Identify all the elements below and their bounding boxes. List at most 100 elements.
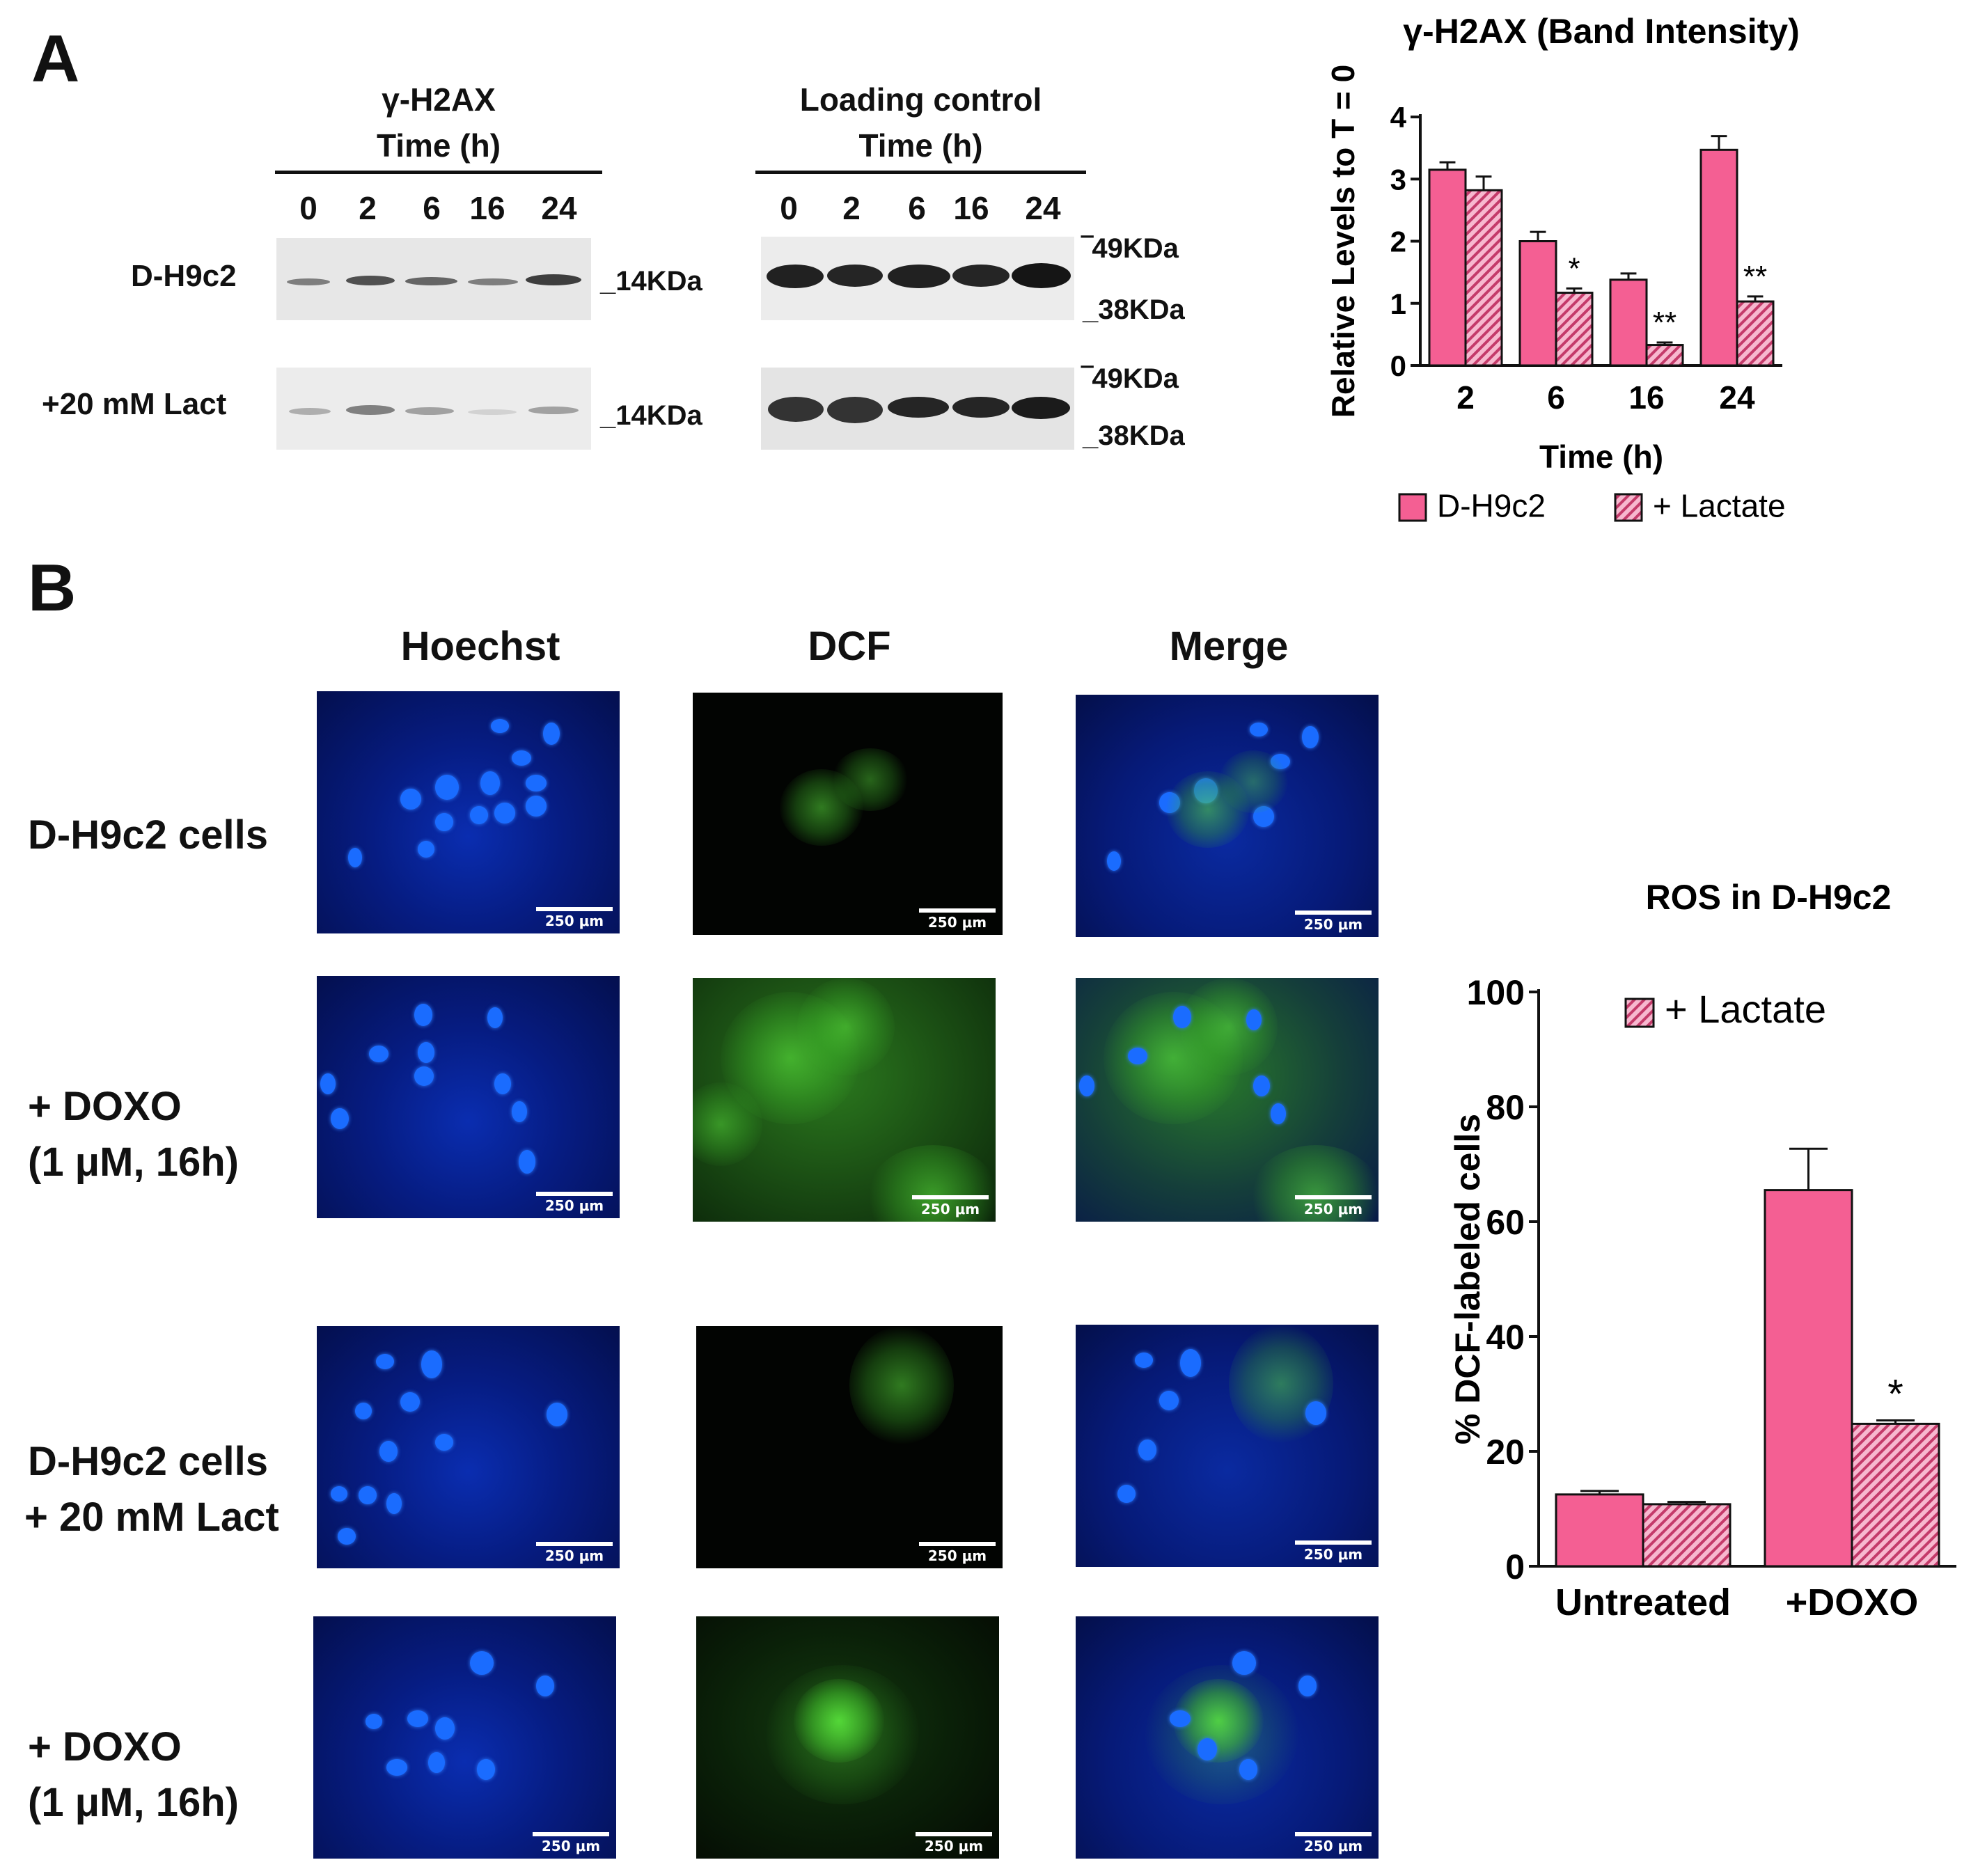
condition-label-4-line1: + DOXO xyxy=(28,1724,182,1769)
x-tick-label: 24 xyxy=(1719,379,1755,416)
column-header-merge: Merge xyxy=(1169,624,1289,669)
bar-lactate xyxy=(1555,292,1594,367)
legend-swatch xyxy=(1398,493,1427,522)
condition-label-2-line1: + DOXO xyxy=(28,1084,182,1129)
kda-marker-38-top: _38KDa xyxy=(1083,294,1185,325)
lane-label: 0 xyxy=(780,190,798,226)
column-header-dcf: DCF xyxy=(808,624,891,669)
lane-label: 2 xyxy=(842,190,861,226)
scale-bar-label: 250 μm xyxy=(1303,1546,1363,1563)
y-tick-label: 0 xyxy=(1390,349,1406,382)
scale-bar: 250 μm xyxy=(536,907,613,929)
condition-label-3-line1: D-H9c2 cells xyxy=(28,1439,268,1484)
condition-label-3-line2: + 20 mM Lact xyxy=(24,1495,279,1540)
condition-label-4-line2: (1 μM, 16h) xyxy=(28,1780,239,1825)
bar-control xyxy=(1555,1493,1644,1568)
scale-bar: 250 μm xyxy=(1295,1540,1372,1563)
lane-label: 6 xyxy=(908,190,926,226)
kda-marker-49-bottom: ‾49KDa xyxy=(1083,363,1179,394)
image-hoechst-row2: 250 μm xyxy=(317,976,620,1218)
legend-label: + Lactate xyxy=(1665,987,1826,1031)
lane-label: 24 xyxy=(1025,190,1061,226)
gh2ax-blot-title-line2: Time (h) xyxy=(376,127,501,164)
scale-bar: 250 μm xyxy=(912,1195,989,1217)
kda-marker-14-bottom: _14KDa xyxy=(600,400,702,431)
y-tick-label: 0 xyxy=(1505,1547,1525,1586)
condition-label-2: + DOXO (1 μM, 16h) xyxy=(28,1079,239,1190)
gh2ax-blot-title-line1: γ-H2AX xyxy=(382,81,496,118)
condition-label-1: D-H9c2 cells xyxy=(28,807,268,863)
gh2ax-band-intensity-chart: γ-H2AX (Band Intensity) 0 1 2 3 4 Relative Lev… xyxy=(1325,12,1800,523)
y-axis-label: Relative Levels to T = 0 xyxy=(1325,65,1361,418)
bar-control xyxy=(1518,240,1557,367)
bar-lactate xyxy=(1851,1422,1940,1568)
scale-bar: 250 μm xyxy=(919,908,996,931)
lane-label: 6 xyxy=(423,190,441,226)
scale-bar-label: 250 μm xyxy=(920,1201,980,1217)
chart-title: ROS in D-H9c2 xyxy=(1646,878,1892,917)
y-tick-label: 60 xyxy=(1486,1203,1525,1242)
bar-control xyxy=(1428,168,1467,367)
image-hoechst-row3: 250 μm xyxy=(317,1326,620,1568)
legend-label: D-H9c2 xyxy=(1437,487,1546,523)
image-merge-row4: 250 μm xyxy=(1076,1616,1379,1859)
panel-b-letter: B xyxy=(28,551,77,625)
condition-label-3: D-H9c2 cells + 20 mM Lact xyxy=(24,1434,279,1545)
image-merge-row2: 250 μm xyxy=(1076,978,1379,1222)
y-tick-label: 1 xyxy=(1390,287,1406,320)
scale-bar-label: 250 μm xyxy=(544,913,604,929)
image-dcf-row4: 250 μm xyxy=(696,1616,999,1859)
gh2ax-blot-title: γ-H2AX Time (h) xyxy=(275,77,602,168)
y-tick-label: 20 xyxy=(1486,1433,1525,1472)
kda-marker-38-bottom: _38KDa xyxy=(1083,420,1185,451)
scale-bar-label: 250 μm xyxy=(1303,1838,1363,1854)
scale-bar-label: 250 μm xyxy=(544,1547,604,1564)
ros-dcf-chart: ROS in D-H9c2 0 20 40 60 80 100 % DCF-labeled c… xyxy=(1448,878,1956,1623)
y-axis-label: % DCF-labeled cells xyxy=(1448,1114,1487,1444)
condition-label-4: + DOXO (1 μM, 16h) xyxy=(28,1719,239,1831)
blot-row-label-lact: +20 mM Lact xyxy=(42,387,227,421)
image-dcf-row1: 250 μm xyxy=(693,693,1003,935)
lane-label: 2 xyxy=(359,190,377,226)
loading-control-blot-dh9c2 xyxy=(761,237,1074,320)
scale-bar: 250 μm xyxy=(536,1542,613,1564)
scale-bar: 250 μm xyxy=(536,1192,613,1214)
gh2ax-header-rule xyxy=(275,171,602,174)
kda-marker-38-top-label: 38KDa xyxy=(1098,294,1185,325)
kda-marker-49-top-label: 49KDa xyxy=(1092,233,1179,264)
gh2ax-blot-dh9c2 xyxy=(276,238,591,320)
gh2ax-lane-labels: 0 2 6 16 24 xyxy=(275,189,602,231)
panel-a-letter: A xyxy=(31,22,80,96)
scale-bar-label: 250 μm xyxy=(1303,916,1363,933)
scale-bar: 250 μm xyxy=(1295,1195,1372,1217)
bar-lactate xyxy=(1464,189,1503,367)
y-tick-label: 100 xyxy=(1467,973,1525,1012)
legend-swatch xyxy=(1614,493,1643,522)
bar-lactate xyxy=(1642,1503,1732,1568)
x-tick-label: 6 xyxy=(1547,379,1565,416)
scale-bar-label: 250 μm xyxy=(927,1547,987,1564)
blot-row-label-dh9c2: D-H9c2 xyxy=(131,259,237,293)
scale-bar: 250 μm xyxy=(916,1832,992,1854)
image-dcf-row2: 250 μm xyxy=(693,978,996,1222)
x-tick-label: 2 xyxy=(1456,379,1475,416)
bar-lactate xyxy=(1736,300,1775,367)
bar-control xyxy=(1609,278,1648,367)
scale-bar-label: 250 μm xyxy=(924,1838,984,1854)
scale-bar-label: 250 μm xyxy=(1303,1201,1363,1217)
loading-control-title: Loading control Time (h) xyxy=(755,77,1086,168)
scale-bar: 250 μm xyxy=(1295,911,1372,933)
lane-label: 24 xyxy=(541,190,577,226)
scale-bar-label: 250 μm xyxy=(544,1197,604,1214)
scale-bar: 250 μm xyxy=(919,1542,996,1564)
y-tick-label: 3 xyxy=(1390,163,1406,196)
x-tick-label: Untreated xyxy=(1555,1582,1731,1623)
significance-marker: * xyxy=(1568,251,1580,285)
legend-label: + Lactate xyxy=(1653,487,1786,523)
y-tick-label: 4 xyxy=(1390,101,1407,134)
loading-control-lane-labels: 0 2 6 16 24 xyxy=(755,189,1086,231)
kda-marker-38-bottom-label: 38KDa xyxy=(1098,420,1185,451)
image-merge-row1: 250 μm xyxy=(1076,695,1379,937)
column-header-hoechst: Hoechst xyxy=(400,624,560,669)
bar-lactate xyxy=(1645,344,1684,367)
